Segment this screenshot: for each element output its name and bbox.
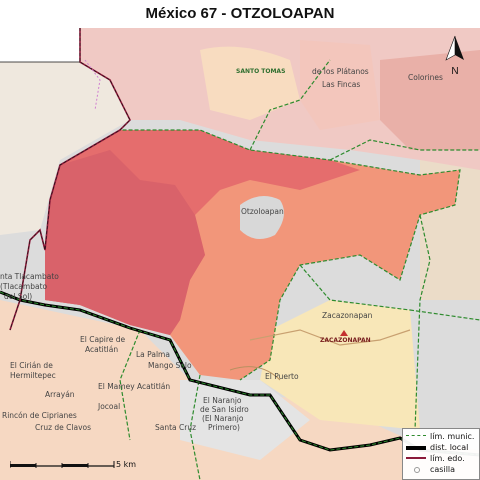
legend-item-dist: dist. local [406,442,478,453]
legend-label-dist: dist. local [430,443,469,452]
label-zacazonapan: Zacazonapan [322,311,373,320]
label-arrayan: Arrayán [45,390,75,399]
north-arrow: N [440,34,470,78]
map-legend: lím. munic. dist. local lím. edo. casill… [402,428,480,480]
label-capire: El Capire de [80,335,126,344]
label-naranjo-4: Primero) [208,423,240,432]
label-tlacambato-2: (Tlacambato [0,282,48,291]
region-colorines [380,50,480,150]
label-la-palma: La Palma [136,350,170,359]
label-tlacambato-3: del Sol) [4,292,32,301]
legend-label-edo: lím. edo. [430,454,465,463]
label-zacazonapan-cap: ZACAZONAPAN [320,337,371,344]
legend-item-munic: lím. munic. [406,431,478,442]
scale-bar [9,458,130,472]
road-river [249,329,411,346]
label-tlacambato-1: nta Tlacambato [0,272,59,281]
map-title: México 67 - OTZOLOAPAN [145,5,335,22]
label-colorines: Colorines [408,73,443,82]
map-canvas[interactable]: SANTO TOMAS de los Plátanos Las Fincas C… [0,28,480,480]
label-cruz-clavos: Cruz de Clavos [35,423,91,432]
district-section-dark[interactable] [45,150,205,335]
label-los-platanos: de los Plátanos [312,67,369,76]
cabecera-marker [340,330,348,336]
label-capire-2: Acatitlán [85,345,118,354]
label-naranjo-3: (El Naranjo [202,414,244,423]
region-south [0,300,480,480]
label-las-fincas: Las Fincas [322,80,360,89]
legend-item-edo: lím. edo. [406,453,478,464]
label-mamey: El Mamey Acatitlán [98,382,170,391]
label-rincon: Rincón de Ciprianes [2,411,77,420]
region-los-platanos [300,40,380,130]
outside-state-area [0,28,80,62]
road-dotted [84,59,101,111]
label-santa-cruz: Santa Cruz [155,423,196,432]
legend-symbol-casilla [414,467,420,473]
label-jocoal: Jocoal [97,402,120,411]
map-svg: SANTO TOMAS de los Plátanos Las Fincas C… [0,28,480,480]
legend-symbol-munic [406,435,426,436]
label-cirian-2: Hermiltepec [10,371,56,380]
municipal-limits [59,59,480,480]
locality-otzoloapan [240,196,284,239]
region-west [0,62,130,235]
region-zacazonapan [260,300,420,430]
label-mango-solo: Mango Solo [148,361,192,370]
label-santo-tomas: SANTO TOMAS [236,68,285,75]
north-label: N [451,66,458,77]
label-el-puerto: El Puerto [265,372,299,381]
place-labels: SANTO TOMAS de los Plátanos Las Fincas C… [0,67,443,432]
legend-label-casilla: casilla [430,465,456,474]
scale-label: 5 km [116,460,137,469]
legend-symbol-dist [406,446,426,450]
label-naranjo-2: de San Isidro [200,405,249,414]
region-naranjo [180,380,310,460]
region-santo-tomas [200,46,300,120]
north-arrow-icon: N [445,35,464,77]
road-secondary [229,366,281,381]
state-limit-dash [9,28,131,331]
label-otzoloapan: Otzoloapan [241,207,284,216]
district-boundary-munic-overlay [0,291,480,456]
label-cirian: El Cirián de [10,361,53,370]
legend-item-casilla: casilla [406,464,478,475]
legend-label-munic: lím. munic. [430,432,475,441]
label-naranjo-1: El Naranjo [203,396,242,405]
legend-symbol-edo [406,457,426,459]
